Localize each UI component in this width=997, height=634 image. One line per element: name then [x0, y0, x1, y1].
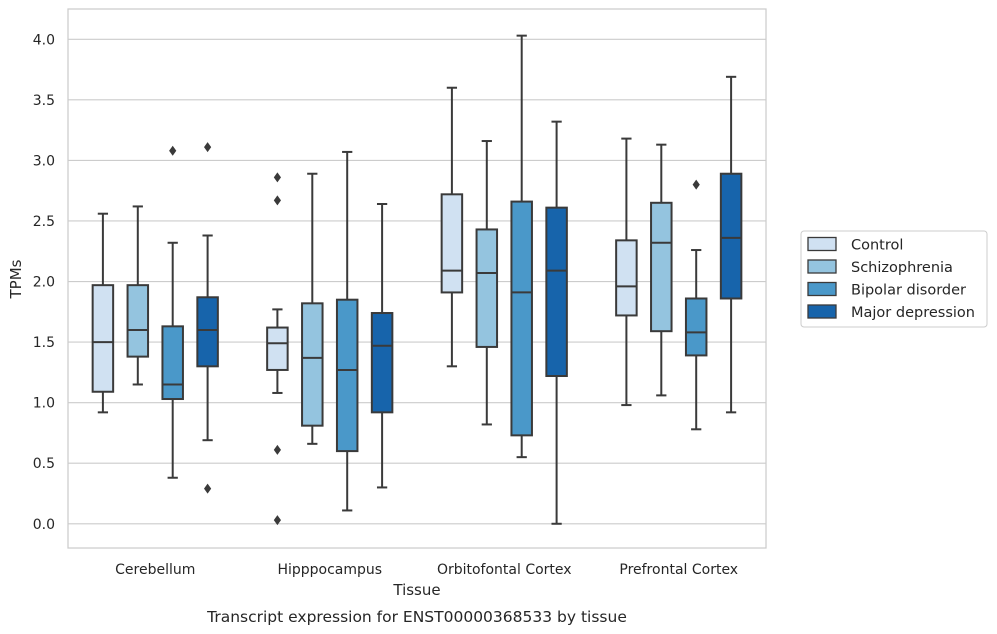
- legend-label: Control: [851, 238, 903, 254]
- y-tick-label: 0.0: [33, 517, 55, 533]
- box-control: [91, 212, 115, 414]
- iqr-box: [370, 312, 394, 414]
- outlier-point: [204, 142, 212, 153]
- iqr-box: [475, 228, 499, 348]
- box-schizophrenia: [301, 172, 324, 445]
- legend-label: Bipolar disorder: [851, 283, 966, 299]
- legend-swatch: [807, 259, 837, 274]
- outlier-point: [273, 444, 281, 455]
- legend-box: [800, 230, 988, 328]
- y-axis-ticks: 0.0 0.5 1.0 1.5 2.0 2.5 3.0 3.5 4.0: [33, 32, 55, 532]
- iqr-box: [650, 201, 673, 333]
- iqr-box: [719, 172, 743, 300]
- box-control: [440, 86, 464, 368]
- y-tick-label: 1.0: [33, 396, 55, 412]
- y-tick-label: 2.0: [33, 275, 55, 291]
- box-control: [266, 172, 289, 526]
- iqr-box: [196, 296, 219, 368]
- box-schizophrenia: [475, 140, 499, 426]
- x-tick-label: Orbitofontal Cortex: [437, 562, 572, 578]
- box-major-depression: [370, 203, 394, 489]
- chart-caption: Transcript expression for ENST0000036853…: [206, 608, 627, 626]
- outlier-point: [692, 179, 700, 190]
- legend-label: Schizophrenia: [851, 260, 953, 276]
- y-tick-label: 4.0: [33, 32, 55, 48]
- outlier-point: [169, 145, 177, 156]
- x-tick-label: Prefrontal Cortex: [619, 562, 738, 578]
- legend-swatch: [807, 304, 837, 319]
- iqr-box: [545, 206, 568, 378]
- box-marks: [91, 34, 743, 526]
- box-schizophrenia: [126, 205, 150, 386]
- iqr-box: [266, 326, 289, 371]
- box-major-depression: [545, 120, 568, 525]
- box-major-depression: [196, 142, 219, 494]
- box-bipolar-disorder: [161, 145, 184, 479]
- x-axis-label: Tissue: [392, 581, 440, 599]
- box-major-depression: [719, 75, 743, 414]
- box-bipolar-disorder: [684, 179, 708, 431]
- plot-frame: [67, 8, 767, 549]
- box-schizophrenia: [650, 143, 673, 397]
- iqr-box: [161, 325, 184, 401]
- legend: Control Schizophrenia Bipolar disorder Majo…: [800, 230, 988, 328]
- y-tick-label: 3.5: [33, 93, 55, 109]
- gridlines: [68, 38, 766, 525]
- iqr-box: [301, 302, 324, 427]
- iqr-box: [91, 284, 115, 393]
- x-tick-label: Hipppocampus: [277, 562, 382, 578]
- y-tick-label: 3.0: [33, 153, 55, 169]
- iqr-box: [510, 200, 533, 437]
- y-tick-label: 2.5: [33, 214, 55, 230]
- legend-label: Major depression: [851, 305, 975, 321]
- outlier-point: [273, 195, 281, 206]
- iqr-box: [615, 239, 638, 317]
- outlier-point: [204, 483, 212, 494]
- y-tick-label: 0.5: [33, 456, 55, 472]
- x-tick-label: Cerebellum: [115, 562, 195, 578]
- outlier-point: [273, 172, 281, 183]
- box-bipolar-disorder: [510, 34, 533, 459]
- box-control: [615, 137, 638, 407]
- legend-swatch: [807, 236, 837, 252]
- legend-swatch: [807, 281, 837, 297]
- x-axis-ticks: Cerebellum Hipppocampus Orbitofontal Corte…: [115, 562, 738, 578]
- iqr-box: [126, 284, 150, 358]
- iqr-box: [684, 297, 708, 357]
- box-bipolar-disorder: [335, 150, 359, 512]
- y-axis-label: TPMs: [7, 259, 25, 299]
- outlier-point: [273, 515, 281, 526]
- y-tick-label: 1.5: [33, 335, 55, 351]
- iqr-box: [440, 193, 464, 294]
- iqr-box: [335, 298, 359, 453]
